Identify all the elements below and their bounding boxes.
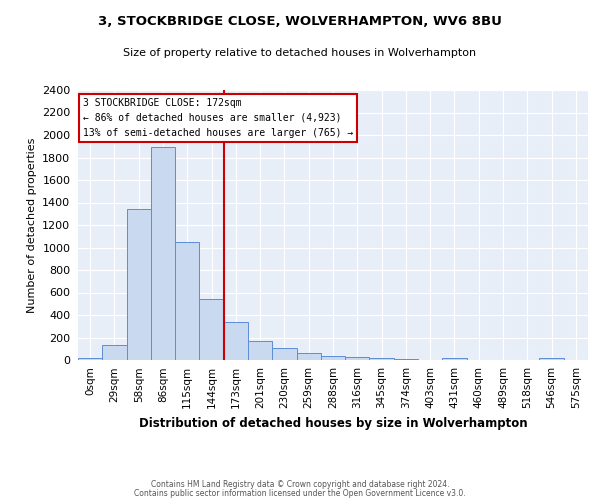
X-axis label: Distribution of detached houses by size in Wolverhampton: Distribution of detached houses by size … <box>139 416 527 430</box>
Bar <box>345 357 370 360</box>
Bar <box>442 358 467 360</box>
Bar <box>272 348 296 360</box>
Bar <box>224 322 248 360</box>
Text: 3, STOCKBRIDGE CLOSE, WOLVERHAMPTON, WV6 8BU: 3, STOCKBRIDGE CLOSE, WOLVERHAMPTON, WV6… <box>98 15 502 28</box>
Bar <box>370 358 394 360</box>
Bar <box>78 358 102 360</box>
Text: Contains public sector information licensed under the Open Government Licence v3: Contains public sector information licen… <box>134 489 466 498</box>
Bar <box>127 209 151 360</box>
Bar <box>321 356 345 360</box>
Bar <box>539 358 564 360</box>
Text: Size of property relative to detached houses in Wolverhampton: Size of property relative to detached ho… <box>124 48 476 58</box>
Bar <box>102 346 127 360</box>
Bar <box>175 242 199 360</box>
Bar <box>151 148 175 360</box>
Text: 3 STOCKBRIDGE CLOSE: 172sqm
← 86% of detached houses are smaller (4,923)
13% of : 3 STOCKBRIDGE CLOSE: 172sqm ← 86% of det… <box>83 98 353 138</box>
Bar <box>199 298 224 360</box>
Bar <box>296 353 321 360</box>
Text: Contains HM Land Registry data © Crown copyright and database right 2024.: Contains HM Land Registry data © Crown c… <box>151 480 449 489</box>
Bar <box>248 342 272 360</box>
Y-axis label: Number of detached properties: Number of detached properties <box>26 138 37 312</box>
Bar <box>394 359 418 360</box>
